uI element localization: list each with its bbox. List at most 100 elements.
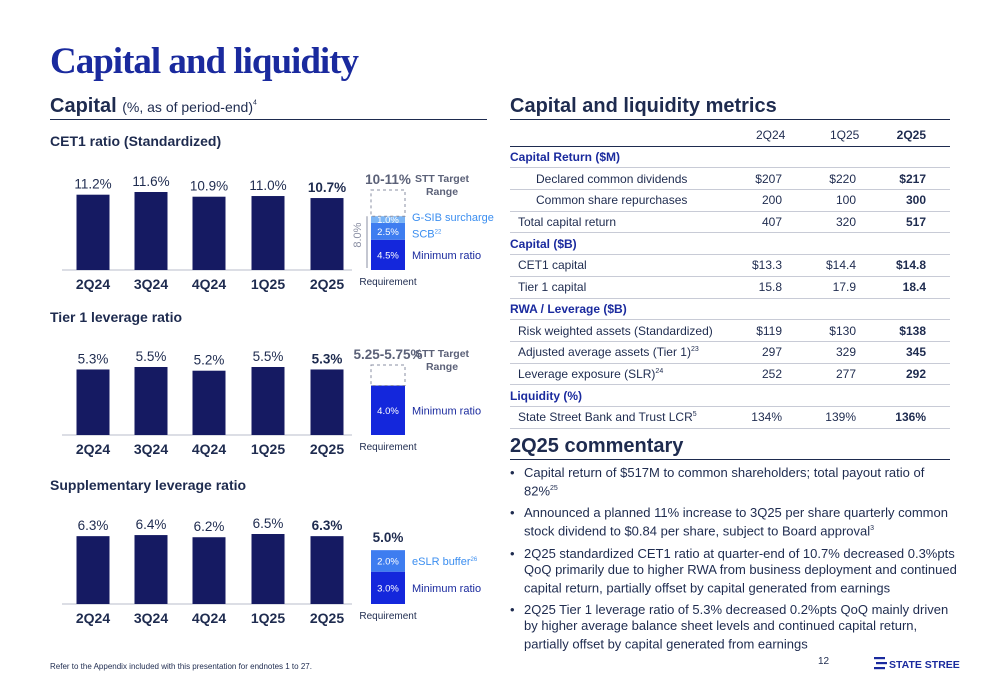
page-number: 12 (818, 656, 830, 667)
target-range-box (370, 189, 406, 217)
requirement-legend: G-SIB surcharge (412, 212, 494, 224)
bar-2q25 (310, 369, 344, 435)
x-tick-label: 2Q24 (76, 441, 110, 457)
table-cell-2q24: 297 (761, 345, 782, 360)
requirement-segment (371, 222, 405, 240)
table-row: Tier 1 capital 15.8 17.9 18.4 (510, 277, 950, 299)
target-range-label: 10-11% (365, 172, 411, 187)
table-cell-2q25: $217 (899, 171, 926, 186)
table-cell-2q25: $14.8 (895, 258, 926, 273)
cet1-chart-title: CET1 ratio (Standardized) (50, 133, 222, 149)
table-cell-2q25: 18.4 (902, 280, 926, 295)
x-tick-label: 1Q25 (251, 276, 285, 292)
table-cell-2q24: 134% (751, 410, 782, 425)
column-header-1q25: 1Q25 (830, 128, 860, 143)
table-section-header: Capital Return ($M) (510, 147, 950, 169)
requirement-legend: SCB22 (412, 228, 442, 240)
row-endnote: 23 (690, 346, 699, 354)
cet1-ratio-chart: 11.2% 2Q24 11.6% 3Q24 10.9% 4Q24 11.0% 1Q25 10.7… (62, 172, 494, 292)
bar-value-label: 5.3% (312, 351, 343, 366)
commentary-divider (510, 459, 950, 460)
bar-2q24 (76, 536, 110, 604)
target-range-caption: Range (426, 361, 458, 373)
requirement-segment (371, 550, 405, 572)
commentary-list: Capital return of $517M to common shareh… (510, 465, 960, 658)
target-range-caption: STT Target (415, 173, 470, 185)
bar-value-label: 10.9% (190, 179, 228, 194)
bar-value-label: 10.7% (308, 180, 346, 195)
bar-value-label: 11.0% (249, 178, 286, 193)
tier1-leverage-chart: 5.3% 2Q24 5.5% 3Q24 5.2% 4Q24 5.5% 1Q25 5.3% 2Q25… (62, 347, 481, 457)
row-label: Leverage exposure (SLR)24 (518, 366, 664, 381)
logo-text: STATE STREET (889, 659, 960, 671)
x-tick-label: 1Q25 (251, 441, 285, 457)
bar-3q24 (134, 535, 168, 604)
table-cell-2q25: 517 (905, 215, 926, 230)
table-cell-1q25: $220 (829, 171, 856, 186)
target-range-box (370, 364, 406, 387)
metrics-table-header: 2Q24 1Q25 2Q25 (510, 125, 950, 147)
table-row: CET1 capital $13.3 $14.4 $14.8 (510, 255, 950, 277)
table-row: State Street Bank and Trust LCR5 134% 139%… (510, 407, 950, 429)
table-cell-2q25: 300 (905, 193, 926, 208)
requirement-segment-label: 2.5% (377, 227, 399, 238)
row-label: Total capital return (518, 215, 617, 230)
table-row: Risk weighted assets (Standardized) $119 $… (510, 320, 950, 342)
commentary-bullet: 2Q25 Tier 1 leverage ratio of 5.3% decre… (510, 602, 960, 652)
bar-2q24 (76, 194, 110, 270)
table-cell-2q25: 136% (895, 410, 926, 425)
table-cell-1q25: $130 (829, 323, 856, 338)
x-tick-label: 2Q25 (310, 610, 344, 626)
page-title: Capital and liquidity (50, 41, 359, 82)
table-cell-1q25: 320 (835, 215, 856, 230)
table-cell-1q25: 277 (835, 366, 856, 381)
commentary-bullet: Announced a planned 11% increase to 3Q25… (510, 505, 960, 539)
x-tick-label: 3Q24 (134, 276, 168, 292)
table-cell-2q24: 200 (761, 193, 782, 208)
requirement-legend: Minimum ratio (412, 250, 481, 262)
table-cell-1q25: 329 (835, 345, 856, 360)
table-row: Total capital return 407 320 517 (510, 212, 950, 234)
bar-1q25 (251, 196, 285, 270)
target-range-label: 5.25-5.75% (353, 347, 422, 362)
x-tick-label: 2Q24 (76, 610, 110, 626)
metrics-table: 2Q24 1Q25 2Q25 Capital Return ($M) Declar… (510, 125, 950, 429)
bar-value-label: 11.2% (74, 177, 111, 192)
bar-value-label: 6.4% (136, 517, 167, 532)
bar-value-label: 5.2% (194, 353, 225, 368)
row-label: Common share repurchases (536, 193, 688, 208)
bar-1q25 (251, 534, 285, 604)
row-label: State Street Bank and Trust LCR5 (518, 410, 697, 425)
requirement-segment (371, 571, 405, 604)
row-label: Capital ($B) (510, 236, 577, 251)
requirement-segment-label: 4.5% (377, 250, 399, 261)
metrics-table-body: Capital Return ($M) Declared common divid… (510, 147, 950, 429)
x-tick-label: 4Q24 (192, 276, 226, 292)
state-street-logo: STATE STREET (874, 657, 960, 671)
table-row: Common share repurchases 200 100 300 (510, 190, 950, 212)
table-cell-2q25: $138 (899, 323, 926, 338)
column-header-2q25: 2Q25 (896, 128, 926, 143)
capital-heading-label: Capital (50, 95, 117, 117)
bar-value-label: 6.3% (312, 518, 343, 533)
commentary-heading: 2Q25 commentary (510, 435, 684, 457)
requirement-legend: Minimum ratio (412, 405, 481, 417)
bar-3q24 (134, 367, 168, 435)
tier1-chart-title: Tier 1 leverage ratio (50, 309, 183, 325)
target-range-caption: STT Target (415, 348, 470, 360)
slr-chart-title: Supplementary leverage ratio (50, 477, 247, 493)
x-tick-label: 4Q24 (192, 441, 226, 457)
target-range-caption: Range (426, 186, 458, 198)
column-header-2q24: 2Q24 (756, 128, 786, 143)
capital-heading-note: (%, as of period-end) (122, 99, 253, 115)
x-tick-label: 2Q25 (310, 276, 344, 292)
bar-value-label: 6.2% (194, 519, 225, 534)
row-label: RWA / Leverage ($B) (510, 301, 627, 316)
table-cell-2q24: 15.8 (758, 280, 782, 295)
x-tick-label: 2Q25 (310, 441, 344, 457)
table-cell-2q24: 252 (761, 366, 782, 381)
requirement-segment-label: 2.0% (377, 556, 399, 567)
table-cell-2q25: 292 (905, 366, 926, 381)
row-label: Liquidity (%) (510, 388, 582, 403)
row-label: Risk weighted assets (Standardized) (518, 323, 713, 338)
